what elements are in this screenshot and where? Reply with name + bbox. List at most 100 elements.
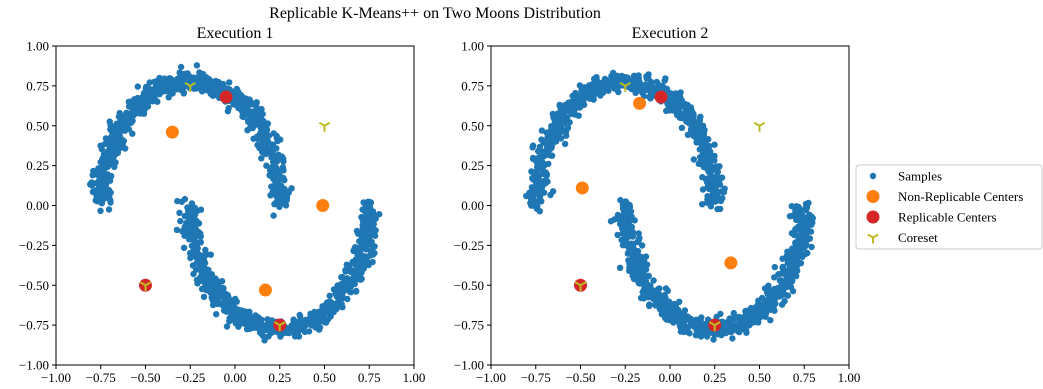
replicable-centers-series [139, 90, 287, 332]
sample-point [719, 326, 727, 333]
legend-label-replicable-centers: Replicable Centers [898, 210, 997, 225]
sample-point [314, 317, 321, 324]
sample-point [678, 124, 686, 131]
sample-point [572, 90, 579, 97]
sample-point [704, 183, 711, 190]
sample-point [238, 100, 245, 107]
sample-point [720, 188, 728, 196]
sample-point [779, 263, 787, 271]
sample-point [193, 276, 201, 284]
sample-point [624, 233, 632, 240]
sample-point [193, 266, 200, 273]
sample-point [680, 318, 687, 326]
sample-point [365, 217, 372, 224]
sample-point [125, 98, 132, 106]
x-tick-label: 0.50 [313, 370, 336, 385]
sample-point [254, 135, 262, 142]
sample-point [245, 118, 252, 126]
sample-point [556, 119, 564, 126]
non-replicable-centers-point [316, 199, 330, 212]
x-tick-label: −0.50 [565, 370, 595, 385]
sample-point [359, 206, 366, 213]
sample-point [194, 85, 201, 92]
sample-point [107, 199, 114, 206]
sample-point [146, 79, 153, 86]
sample-point [621, 238, 629, 245]
sample-point [342, 266, 349, 274]
sample-point [104, 193, 112, 200]
sample-point [584, 88, 591, 95]
sample-point [736, 321, 743, 328]
sample-point [135, 109, 142, 116]
sample-point [253, 99, 260, 106]
sample-point [534, 203, 541, 210]
sample-point [628, 259, 636, 266]
sample-point [214, 300, 221, 308]
sample-point [706, 143, 713, 150]
sample-point [220, 307, 228, 314]
legend-marker-non-replicable-centers [866, 190, 880, 203]
sample-point [711, 330, 718, 338]
sample-point [94, 171, 101, 178]
sample-point [198, 255, 205, 263]
sample-point [806, 214, 814, 221]
y-tick-label: −0.50 [454, 278, 484, 293]
x-tick-label: 1.00 [838, 370, 861, 385]
sample-point [523, 192, 530, 200]
sample-point [177, 63, 185, 71]
sample-point [701, 126, 708, 134]
sample-point [143, 83, 150, 91]
y-tick-label: 0.75 [461, 78, 484, 93]
sample-point [295, 333, 303, 340]
sample-point [681, 307, 689, 314]
y-tick-label: 0.00 [461, 198, 484, 213]
sample-point [366, 237, 373, 245]
sample-point [188, 200, 196, 207]
sample-point [102, 135, 110, 142]
sample-point [178, 84, 186, 91]
sample-point [225, 295, 232, 302]
sample-point [270, 212, 277, 219]
sample-point [791, 231, 798, 239]
sample-point [213, 285, 220, 292]
sample-point [768, 305, 775, 312]
coreset-point [619, 82, 631, 92]
sample-point [209, 289, 216, 296]
sample-point [194, 245, 201, 252]
samples-series [523, 69, 816, 343]
coreset-series [574, 82, 766, 332]
sample-point [622, 218, 629, 225]
sample-point [322, 301, 329, 309]
sample-point [244, 315, 252, 323]
sample-point [675, 306, 682, 314]
sample-point [628, 213, 635, 221]
sample-point [805, 235, 812, 243]
sample-point [193, 259, 201, 266]
sample-point [356, 259, 364, 267]
legend: Samples Non-Replicable Centers Replicable … [855, 164, 1043, 250]
sample-point [346, 262, 353, 270]
sample-point [640, 271, 647, 279]
sample-point [639, 242, 646, 249]
x-tick-label: 0.25 [703, 370, 726, 385]
y-tick-label: −0.75 [454, 318, 484, 333]
plot-area [87, 62, 383, 344]
y-tick-label: 0.50 [461, 118, 484, 133]
legend-marker-samples [869, 172, 877, 180]
sample-point [190, 208, 198, 216]
sample-point [714, 205, 721, 213]
sample-point [646, 292, 654, 299]
x-tick-label: −0.50 [130, 370, 160, 385]
sample-point [536, 143, 544, 150]
sample-point [635, 84, 642, 91]
coreset-point [184, 82, 196, 92]
sample-point [707, 195, 715, 202]
sample-point [234, 315, 241, 322]
non-replicable-centers-point [724, 256, 738, 270]
sample-point [648, 86, 656, 94]
sample-point [258, 105, 265, 113]
sample-point [267, 148, 274, 155]
sample-point [710, 178, 717, 186]
sample-point [673, 109, 680, 116]
sample-point [636, 235, 643, 243]
